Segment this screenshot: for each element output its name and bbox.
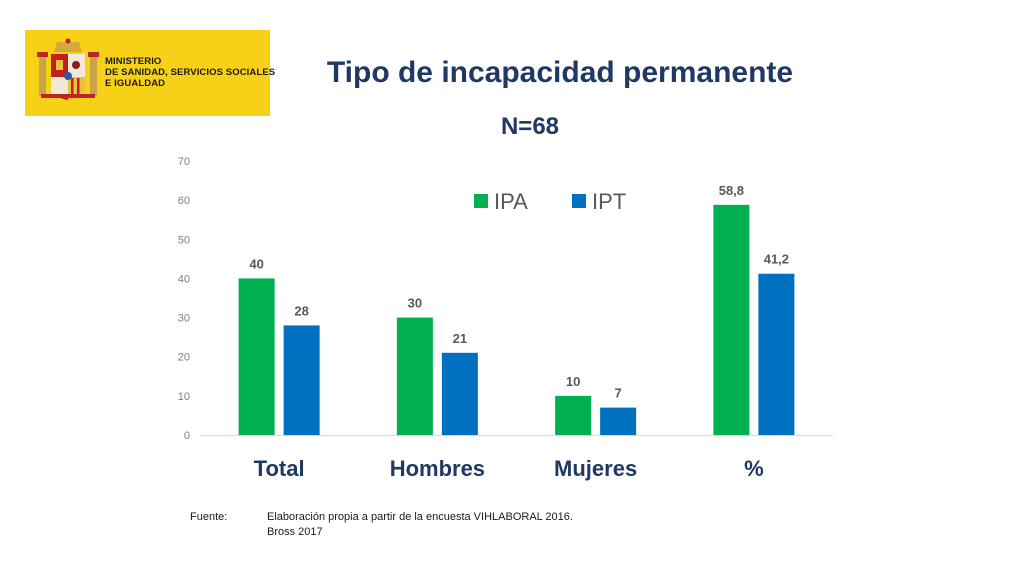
y-tick-label: 60: [178, 195, 190, 207]
y-tick-label: 50: [178, 234, 190, 246]
ministry-name-line: MINISTERIO: [105, 56, 162, 67]
source-text: Elaboración propia a partir de la encues…: [267, 510, 573, 540]
data-label: 7: [615, 386, 622, 401]
ministry-logo: MINISTERIO DE SANIDAD, SERVICIOS SOCIALE…: [25, 30, 275, 116]
y-tick-label: 0: [184, 430, 190, 442]
bar-ipt: [283, 325, 320, 435]
y-tick-label: 10: [178, 391, 190, 403]
y-tick-label: 70: [178, 156, 190, 168]
data-label: 58,8: [719, 183, 744, 198]
y-tick-label: 20: [178, 352, 190, 364]
ministry-name-line: E IGUALDAD: [105, 78, 166, 89]
bar-ipa: [713, 204, 750, 435]
bar-ipt: [600, 407, 637, 435]
data-label: 41,2: [764, 252, 789, 267]
legend-swatch-ipt: [572, 194, 586, 208]
ministry-name-line: DE SANIDAD, SERVICIOS SOCIALES: [105, 67, 276, 78]
data-label: 28: [294, 303, 308, 318]
legend-label: IPA: [494, 189, 528, 214]
legend-swatch-ipa: [474, 194, 488, 208]
bar-ipt: [441, 352, 478, 435]
x-tick-label: Mujeres: [554, 456, 637, 481]
bar-ipt: [758, 273, 795, 435]
bar-ipa: [396, 317, 433, 435]
bar-ipa: [238, 278, 275, 435]
data-label: 30: [408, 296, 422, 311]
x-tick-label: Total: [254, 456, 305, 481]
y-tick-label: 30: [178, 313, 190, 325]
data-label: 10: [566, 374, 580, 389]
x-tick-label: %: [744, 456, 764, 481]
source-line: Bross 2017: [267, 526, 323, 538]
x-tick-label: Hombres: [390, 456, 485, 481]
coat-of-arms-icon: [37, 38, 99, 100]
y-tick-label: 40: [178, 273, 190, 285]
bar-ipa: [555, 395, 592, 435]
data-label: 40: [249, 256, 263, 271]
ministry-name: MINISTERIO DE SANIDAD, SERVICIOS SOCIALE…: [105, 56, 275, 89]
source-line: Elaboración propia a partir de la encues…: [267, 511, 573, 523]
chart-title: Tipo de incapacidad permanente: [326, 56, 794, 89]
source-label: Fuente:: [190, 511, 228, 523]
legend-label: IPT: [592, 189, 626, 214]
data-label: 21: [453, 331, 467, 346]
chart-subtitle: N=68: [500, 113, 560, 140]
